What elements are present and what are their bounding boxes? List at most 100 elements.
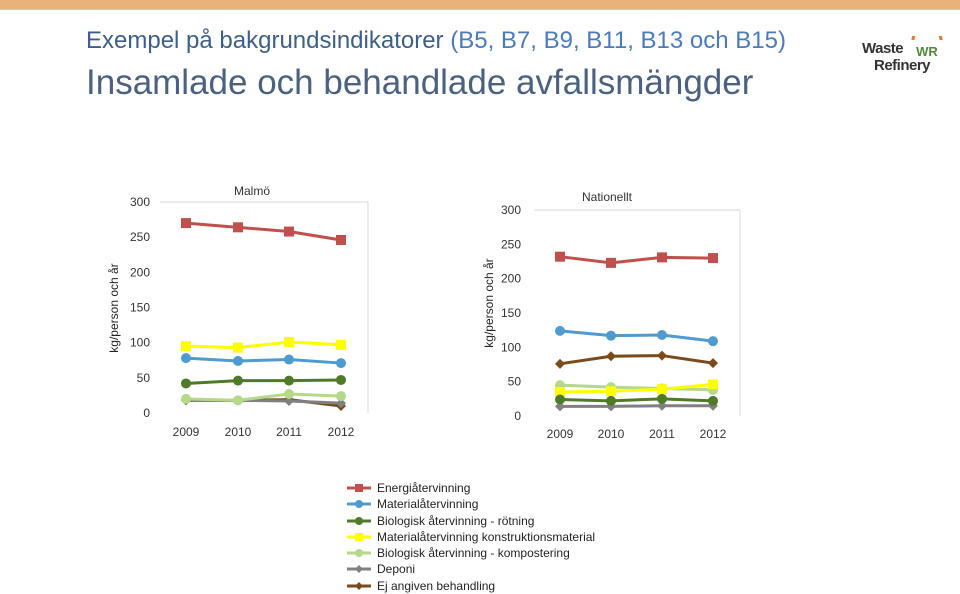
- national-xtick-2011: 2011: [649, 427, 675, 441]
- malmo-point-materialatervinning-konstruktionsmaterial-2010: [233, 342, 243, 353]
- national-ytick-0: 0: [514, 409, 521, 423]
- national-ylabel: kg/person och år: [482, 258, 496, 347]
- legend-swatch-marker: [355, 581, 363, 590]
- malmo-ytick-150: 150: [130, 301, 150, 315]
- malmo-ytick-100: 100: [130, 336, 150, 350]
- malmo-point-deponi-2011: [284, 396, 294, 407]
- legend-swatch-materialatervinning: [347, 500, 371, 509]
- national-point-deponi-2009: [555, 401, 565, 412]
- malmo-xtick-2012: 2012: [328, 425, 355, 439]
- national-ytick-300: 300: [501, 203, 521, 217]
- national-series-line-energiatervinning: [559, 255, 714, 265]
- malmo-point-energiatervinning-2012: [336, 234, 346, 245]
- malmo-series-line-energiatervinning: [185, 221, 342, 242]
- legend-swatch-deponi: [347, 565, 371, 574]
- national-ytick-250: 250: [501, 237, 521, 251]
- legend-label: Materialåtervinning konstruktionsmateria…: [377, 529, 596, 544]
- national-point-biologisk-atervinning-rotning-2012: [708, 395, 718, 406]
- national-point-materialatervinning-konstruktionsmaterial-2009: [555, 386, 565, 397]
- national-series-line-ej-angiven-behandling: [559, 354, 714, 366]
- malmo-series-line-materialatervinning: [185, 356, 342, 365]
- national-point-materialatervinning-2009: [555, 325, 565, 336]
- malmo-point-energiatervinning-2010: [233, 222, 243, 233]
- malmo-point-biologisk-atervinning-rotning-2009: [181, 378, 191, 389]
- legend-label: Biologisk återvinning - rötning: [377, 513, 535, 528]
- malmo-xtick-2010: 2010: [225, 425, 252, 439]
- legend-label: Materialåtervinning: [377, 497, 479, 512]
- national-series-line-biologisk-atervinning-kompostering: [559, 383, 714, 392]
- national-point-ej-angiven-behandling-2010: [606, 351, 616, 362]
- malmo-point-biologisk-atervinning-rotning-2010: [233, 375, 243, 386]
- slide-title-main: Exempel på bakgrundsindikatorer: [86, 27, 444, 54]
- legend-swatch-marker: [355, 484, 363, 492]
- legend-label: Ej angiven behandling: [377, 578, 496, 593]
- slide-title-codes: (B5, B7, B9, B11, B13 och B15): [450, 27, 786, 54]
- malmo-chart-title: Malmö: [234, 184, 270, 198]
- national-point-materialatervinning-konstruktionsmaterial-2010: [606, 386, 616, 397]
- malmo-ytick-200: 200: [130, 265, 150, 279]
- malmo-ytick-0: 0: [143, 406, 150, 420]
- national-point-materialatervinning-konstruktionsmaterial-2011: [657, 384, 667, 395]
- malmo-point-materialatervinning-konstruktionsmaterial-2009: [181, 341, 191, 352]
- wr-logo-mark-text: WR: [916, 44, 938, 59]
- top-accent-bar: [0, 0, 960, 9]
- national-point-materialatervinning-konstruktionsmaterial-2012: [708, 379, 718, 390]
- malmo-point-biologisk-atervinning-rotning-2012: [336, 374, 346, 385]
- malmo-point-biologisk-atervinning-rotning-2011: [284, 375, 294, 386]
- national-xtick-2009: 2009: [547, 427, 574, 441]
- top-divider: [0, 9, 960, 10]
- malmo-point-biologisk-atervinning-kompostering-2011: [284, 389, 294, 400]
- national-point-deponi-2011: [657, 400, 667, 411]
- national-xtick-2012: 2012: [700, 427, 727, 441]
- legend-swatch-energiatervinning: [347, 484, 371, 492]
- malmo-ytick-300: 300: [130, 195, 150, 209]
- logo-text-line1: Waste: [862, 40, 904, 57]
- malmo-point-biologisk-atervinning-kompostering-2012: [336, 391, 346, 402]
- slide-subtitle: Insamlade och behandlade avfallsmängder: [86, 63, 754, 102]
- national-point-ej-angiven-behandling-2009: [555, 358, 565, 369]
- malmo-point-materialatervinning-2010: [233, 355, 243, 366]
- national-series-line-deponi: [560, 404, 713, 408]
- national-series-line-materialatervinning-konstruktionsmaterial: [559, 382, 714, 394]
- malmo-ytick-250: 250: [130, 230, 150, 244]
- wr-logo-mark-icon: WR: [911, 36, 943, 59]
- national-ytick-100: 100: [501, 340, 521, 354]
- malmo-point-materialatervinning-konstruktionsmaterial-2012: [336, 339, 346, 350]
- legend-swatch-marker: [355, 549, 363, 558]
- malmo-point-energiatervinning-2009: [181, 218, 191, 229]
- malmo-point-biologisk-atervinning-kompostering-2010: [233, 395, 243, 406]
- national-point-energiatervinning-2010: [606, 257, 616, 268]
- legend-swatch-biologisk-atervinning-kompostering: [347, 549, 371, 558]
- malmo-point-materialatervinning-konstruktionsmaterial-2011: [284, 336, 294, 347]
- legend-swatch-ej-angiven-behandling: [347, 581, 371, 590]
- national-point-energiatervinning-2012: [708, 253, 718, 264]
- national-point-biologisk-atervinning-rotning-2011: [657, 393, 667, 404]
- legend-swatch-marker: [355, 565, 363, 574]
- legend-label: Biologisk återvinning - kompostering: [377, 546, 570, 561]
- logo-text-line2: Refinery: [874, 57, 931, 74]
- malmo-xtick-2011: 2011: [276, 425, 302, 439]
- waste-refinery-logo: WR Waste Refinery: [860, 36, 946, 80]
- malmo-point-materialatervinning-2009: [181, 353, 191, 364]
- national-series-line-materialatervinning: [559, 329, 714, 343]
- national-chart-title: Nationellt: [582, 190, 633, 204]
- national-ytick-200: 200: [501, 272, 521, 286]
- malmo-ylabel: kg/person och år: [107, 263, 121, 352]
- malmo-ytick-50: 50: [137, 371, 151, 385]
- national-point-ej-angiven-behandling-2011: [657, 350, 667, 361]
- national-ytick-50: 50: [508, 375, 522, 389]
- legend-swatch-biologisk-atervinning-rotning: [347, 516, 371, 525]
- malmo-xtick-2009: 2009: [173, 425, 200, 439]
- national-point-biologisk-atervinning-rotning-2010: [606, 395, 616, 406]
- national-point-ej-angiven-behandling-2012: [708, 358, 718, 369]
- malmo-point-energiatervinning-2011: [284, 226, 294, 237]
- malmo-series-line-biologisk-atervinning-kompostering: [185, 392, 342, 402]
- malmo-series-line-biologisk-atervinning-rotning: [185, 378, 342, 385]
- legend-swatch-marker: [355, 500, 363, 509]
- legend-label: Deponi: [377, 562, 416, 577]
- national-point-materialatervinning-2012: [708, 336, 718, 347]
- malmo-point-materialatervinning-2012: [336, 358, 346, 369]
- national-series-line-biologisk-atervinning-rotning: [559, 397, 714, 403]
